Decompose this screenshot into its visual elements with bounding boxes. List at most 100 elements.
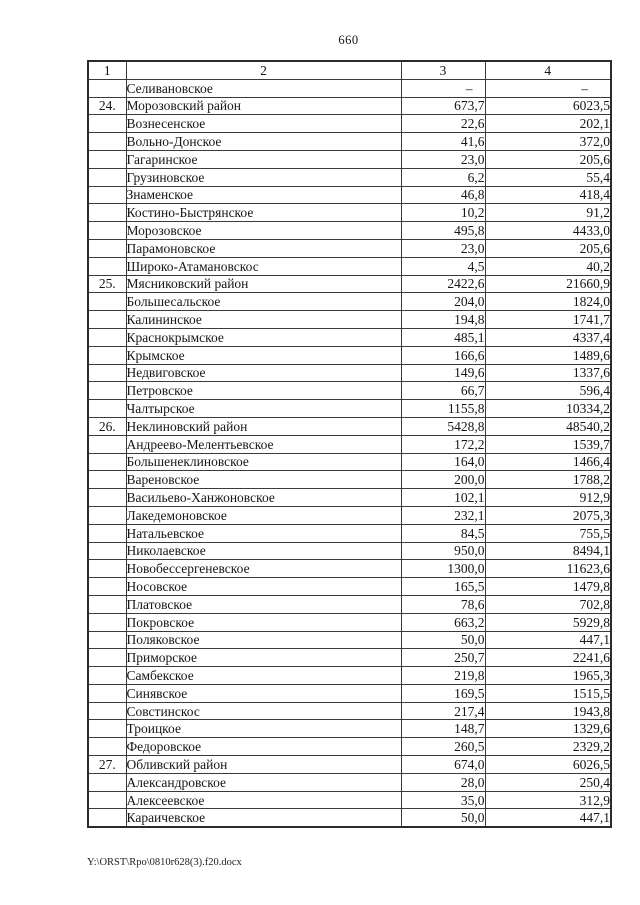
cell-num xyxy=(87,505,127,525)
table-row: Алексеевское 35,0 312,9 xyxy=(87,790,612,810)
cell-name: Покровское xyxy=(125,612,402,632)
cell-name: Носовское xyxy=(125,577,402,596)
cell-v3: 102,1 xyxy=(400,488,486,507)
cell-v4: 2329,2 xyxy=(484,737,612,757)
cell-name: Совстинскос xyxy=(125,701,402,721)
cell-num xyxy=(87,648,127,668)
cell-v3: 165,5 xyxy=(400,577,486,596)
cell-num xyxy=(87,149,127,169)
header-cell-col4: 4 xyxy=(484,60,612,80)
cell-v3: 674,0 xyxy=(400,755,486,774)
cell-name: Натальевское xyxy=(125,523,402,543)
table-row-district: 26. Неклиновский район 5428,8 48540,2 xyxy=(87,416,612,436)
cell-v3: 22,6 xyxy=(400,114,486,134)
table-row: Костино-Быстрянское 10,2 91,2 xyxy=(87,203,612,223)
cell-num xyxy=(87,256,127,276)
cell-num xyxy=(87,185,127,205)
cell-name: Андреево-Мелентьевское xyxy=(125,434,402,454)
cell-v3: 78,6 xyxy=(400,594,486,614)
cell-num xyxy=(87,594,127,614)
cell-v4: 4433,0 xyxy=(484,221,612,240)
table-row: Николаевское 950,0 8494,1 xyxy=(87,541,612,561)
cell-name: Морозовское xyxy=(125,221,402,240)
cell-num: 26. xyxy=(87,416,127,436)
cell-v4: 10334,2 xyxy=(484,399,612,418)
cell-v4: 702,8 xyxy=(484,594,612,614)
table-header: 1 2 3 4 xyxy=(87,60,612,80)
cell-name: Вольно-Донское xyxy=(125,132,402,151)
table-row: Самбекское 219,8 1965,3 xyxy=(87,666,612,685)
cell-num xyxy=(87,434,127,454)
cell-num xyxy=(87,363,127,383)
cell-num xyxy=(87,808,127,828)
cell-v3: 164,0 xyxy=(400,452,486,472)
cell-v4: 202,1 xyxy=(484,114,612,134)
cell-v4: 1515,5 xyxy=(484,683,612,703)
cell-name: Недвиговское xyxy=(125,363,402,383)
cell-num xyxy=(87,399,127,418)
cell-v3: 5428,8 xyxy=(400,416,486,436)
cell-name: Грузиновское xyxy=(125,167,402,187)
cell-num xyxy=(87,488,127,507)
cell-name: Обливский район xyxy=(125,755,402,774)
cell-v3: 2422,6 xyxy=(400,274,486,294)
cell-name: Калининское xyxy=(125,310,402,329)
cell-v4: 48540,2 xyxy=(484,416,612,436)
cell-name: Вареновское xyxy=(125,470,402,490)
cell-name: Караичевское xyxy=(125,808,402,828)
cell-name: Вознесенское xyxy=(125,114,402,134)
cell-num xyxy=(87,327,127,347)
cell-num xyxy=(87,612,127,632)
cell-num xyxy=(87,292,127,312)
cell-name: Широко-Атамановскос xyxy=(125,256,402,276)
cell-num xyxy=(87,452,127,472)
cell-v4: 6026,5 xyxy=(484,755,612,774)
table-row: Натальевское 84,5 755,5 xyxy=(87,523,612,543)
table-row: Совстинскос 217,4 1943,8 xyxy=(87,701,612,721)
cell-name: Неклиновский район xyxy=(125,416,402,436)
cell-name: Поляковское xyxy=(125,630,402,650)
cell-name: Знаменское xyxy=(125,185,402,205)
cell-v3: 41,6 xyxy=(400,132,486,151)
table-row: Большенеклиновское 164,0 1466,4 xyxy=(87,452,612,472)
cell-num xyxy=(87,132,127,151)
cell-v4: 40,2 xyxy=(484,256,612,276)
cell-name: Лакедемоновское xyxy=(125,505,402,525)
cell-v4: 55,4 xyxy=(484,167,612,187)
table-row-district: 25. Мясниковский район 2422,6 21660,9 xyxy=(87,274,612,294)
cell-name: Костино-Быстрянское xyxy=(125,203,402,223)
cell-num xyxy=(87,114,127,134)
table-row: Грузиновское 6,2 55,4 xyxy=(87,167,612,187)
cell-num xyxy=(87,310,127,329)
cell-v4: 2241,6 xyxy=(484,648,612,668)
cell-v4: 447,1 xyxy=(484,630,612,650)
table-row: Поляковское 50,0 447,1 xyxy=(87,630,612,650)
cell-num xyxy=(87,630,127,650)
table-row: Морозовское 495,8 4433,0 xyxy=(87,221,612,240)
cell-v4: 1479,8 xyxy=(484,577,612,596)
cell-v4: 1337,6 xyxy=(484,363,612,383)
cell-v3: 149,6 xyxy=(400,363,486,383)
cell-v3: 50,0 xyxy=(400,808,486,828)
cell-v3: 66,7 xyxy=(400,381,486,401)
cell-v4: 1466,4 xyxy=(484,452,612,472)
cell-v4: 312,9 xyxy=(484,790,612,810)
cell-v4: 1943,8 xyxy=(484,701,612,721)
cell-v3: 50,0 xyxy=(400,630,486,650)
cell-v3: 217,4 xyxy=(400,701,486,721)
cell-v3: 166,6 xyxy=(400,345,486,365)
cell-v4: 1489,6 xyxy=(484,345,612,365)
cell-num xyxy=(87,221,127,240)
table-row: Петровское 66,7 596,4 xyxy=(87,381,612,401)
table-row: Приморское 250,7 2241,6 xyxy=(87,648,612,668)
cell-v4: 2075,3 xyxy=(484,505,612,525)
cell-name: Морозовский район xyxy=(125,96,402,116)
table-row: Парамоновское 23,0 205,6 xyxy=(87,238,612,258)
cell-v3: 673,7 xyxy=(400,96,486,116)
cell-v4: 1788,2 xyxy=(484,470,612,490)
cell-v4: 4337,4 xyxy=(484,327,612,347)
table-row-district: 24. Морозовский район 673,7 6023,5 xyxy=(87,96,612,116)
cell-num xyxy=(87,345,127,365)
table-row: Синявское 169,5 1515,5 xyxy=(87,683,612,703)
cell-name: Большенеклиновское xyxy=(125,452,402,472)
